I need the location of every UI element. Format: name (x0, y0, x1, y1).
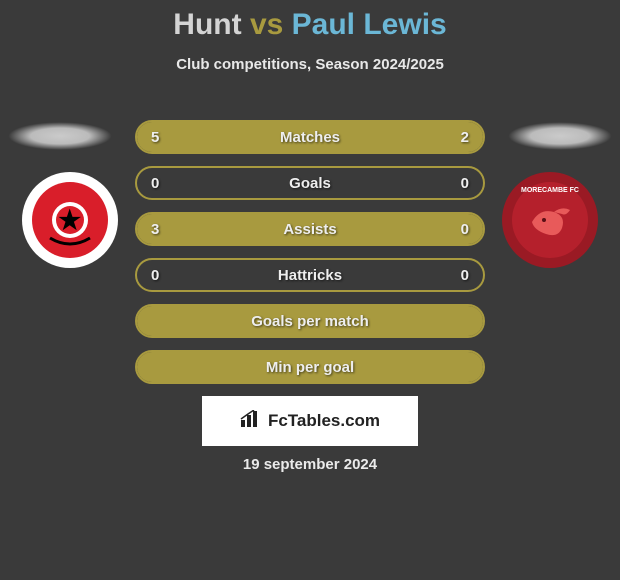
badge-shadow-right (508, 122, 612, 150)
badge-shadow-left (8, 122, 112, 150)
bar-row-hattricks: 00Hattricks (135, 258, 485, 292)
watermark-text: FcTables.com (268, 411, 380, 431)
bar-row-matches: 52Matches (135, 120, 485, 154)
bars-icon (240, 410, 262, 433)
bar-label: Goals per match (137, 306, 483, 336)
bar-label: Assists (137, 214, 483, 244)
bar-label: Hattricks (137, 260, 483, 290)
subtitle: Club competitions, Season 2024/2025 (0, 56, 620, 73)
fleetwood-town-badge (20, 170, 120, 270)
svg-text:MORECAMBE FC: MORECAMBE FC (521, 187, 579, 194)
bar-row-min-per-goal: Min per goal (135, 350, 485, 384)
bar-row-goals: 00Goals (135, 166, 485, 200)
player2-name: Paul Lewis (292, 8, 447, 41)
morecambe-badge: MORECAMBE FC (500, 170, 600, 270)
bar-row-assists: 30Assists (135, 212, 485, 246)
bar-label: Min per goal (137, 352, 483, 382)
bar-row-goals-per-match: Goals per match (135, 304, 485, 338)
page-title: Hunt vs Paul Lewis (0, 0, 620, 42)
bars-container: 52Matches 00Goals 30Assists 00Hattricks Goal… (135, 120, 485, 396)
bar-label: Goals (137, 168, 483, 198)
vs-text: vs (250, 8, 283, 41)
player1-name: Hunt (173, 8, 241, 41)
bar-label: Matches (137, 122, 483, 152)
watermark: FcTables.com (202, 396, 418, 446)
date-text: 19 september 2024 (0, 456, 620, 473)
